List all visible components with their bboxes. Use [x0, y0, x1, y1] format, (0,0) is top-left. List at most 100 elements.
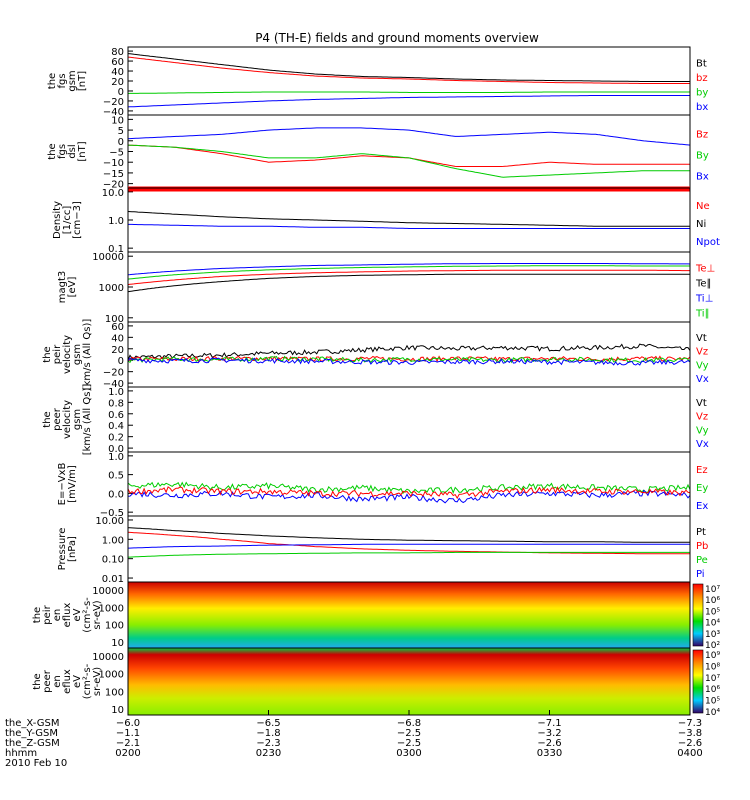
ytick-labels: 1.00.80.60.40.20.0 — [108, 387, 133, 455]
series-group — [127, 527, 690, 558]
xaxis-value: −6.0 — [116, 718, 140, 729]
xaxis-value: −2.6 — [678, 738, 702, 749]
panel-frame — [127, 114, 691, 189]
xaxis-value: −2.3 — [256, 738, 280, 749]
ytick-label: 10000 — [92, 652, 124, 663]
ytick-label: −5 — [109, 148, 124, 159]
panel-frame — [127, 321, 691, 388]
series-group — [127, 343, 691, 366]
xaxis-row-label: the_X-GSM — [5, 718, 59, 729]
legend-entry: Ni — [696, 219, 706, 230]
xaxis-value: −3.8 — [678, 728, 702, 739]
legend-entry: Vy — [696, 360, 709, 371]
legend-entry: Ti∥ — [695, 309, 710, 320]
legend-entry: Npot — [696, 237, 720, 248]
series-line-vt — [127, 343, 691, 360]
legend-entry: Vx — [696, 439, 709, 450]
series-line-ni — [127, 211, 690, 227]
panel-ylabel: Pressure [nPa] — [57, 528, 78, 571]
legend-entry: Ti⊥ — [695, 294, 713, 305]
ytick-label: 80 — [111, 47, 124, 58]
panel-ylabel: E=−VxB [mV/m] — [57, 463, 78, 506]
ylabel-line: gsm — [67, 70, 78, 91]
series-line-npot — [128, 223, 690, 229]
panel-ylabel: the peir en eflux eV (cm²-s-sr-eV) — [32, 597, 103, 633]
xaxis-value: −6.5 — [256, 718, 280, 729]
ylabel-line: gsm — [72, 344, 83, 365]
colorbar — [692, 583, 704, 647]
ylabel-line: (cm²-s- — [82, 663, 93, 699]
series-line-te∥ — [127, 273, 690, 293]
legend-entry: Vx — [696, 374, 709, 385]
legend: Vt Vz Vy Vx — [696, 333, 709, 385]
ylabel-line: the — [42, 346, 53, 362]
series-group — [127, 263, 691, 293]
ytick-label: 100 — [105, 687, 124, 698]
ytick-label: 100 — [105, 314, 124, 325]
ytick-label: 0.0 — [108, 444, 124, 455]
legend-entry: By — [696, 151, 709, 162]
colorbar — [692, 649, 704, 714]
series-line-ti∥ — [127, 265, 690, 280]
legend-entry: Bx — [696, 172, 709, 183]
ylabel-line: [cm−3] — [72, 201, 83, 239]
colorbar-tick: 10⁷ — [705, 585, 720, 595]
ylabel-line: peir — [42, 604, 53, 624]
panel-frame — [127, 386, 691, 453]
legend-entry: Vt — [696, 333, 707, 344]
legend-entry: Pi — [696, 569, 705, 580]
ytick-label: −10 — [103, 158, 124, 169]
series-line-bz — [127, 56, 690, 84]
legend-entry: Bz — [696, 130, 708, 141]
series-line-ex — [127, 489, 691, 504]
panel-ylabel: the fgs dsl [nT] — [47, 141, 88, 161]
ylabel-line: fgs — [57, 73, 68, 88]
ylabel-line: dsl — [67, 144, 78, 158]
xaxis-row-label: hhmm — [5, 748, 37, 759]
ylabel-line: sr-eV) — [92, 667, 103, 696]
panel-ylabel: the peir velocity gsm [km/s (All Qs)] — [42, 319, 93, 391]
legend: Bz By Bx — [696, 130, 709, 183]
spectrogram — [128, 648, 690, 715]
legend: Ez Ey Ex — [696, 465, 708, 512]
series-line-pe — [128, 551, 690, 558]
panel-peir_velocity: the peir velocity gsm [km/s (All Qs)] 6040200… — [42, 319, 709, 391]
panel-ylabel: magt3 [eV] — [57, 271, 78, 304]
ytick-label: 10.0 — [102, 188, 124, 199]
xaxis-value: 0200 — [115, 748, 140, 759]
ytick-label: 0 — [118, 137, 124, 148]
ylabel-line: [nPa] — [67, 536, 78, 562]
legend-entry: Vz — [696, 347, 708, 358]
panel-efield: E=−VxB [mV/m] 1.0 0.5 0.0 −0.5 Ez Ey Ex — [57, 451, 708, 519]
legend-entry: Ne — [696, 201, 710, 212]
ylabel-line: peir — [52, 344, 63, 364]
xaxis-row-label: the_Z-GSM — [5, 738, 60, 749]
ylabel-line: en — [52, 609, 63, 622]
ylabel-line: en — [52, 675, 63, 688]
legend-entry: by — [696, 87, 708, 98]
xaxis-value: 0400 — [677, 748, 702, 759]
colorbar-tick: 10⁴ — [705, 708, 720, 718]
legend-entry: Ex — [696, 501, 708, 512]
legend: Vt Vz Vy Vx — [696, 398, 709, 450]
ytick-label: 0.10 — [102, 555, 124, 566]
panel-ylabel: the peer velocity gsm [km/s (All Qs)] — [42, 384, 93, 456]
ylabel-line: the — [32, 673, 43, 689]
series-line-bt — [127, 53, 690, 82]
panel-peer_spec: the peer en eflux eV (cm²-s-sr-eV)10000100010… — [32, 647, 720, 718]
panel-frame — [127, 187, 691, 253]
series-group — [127, 481, 691, 504]
legend-entry: Pb — [696, 541, 708, 552]
ytick-label: 0.1 — [108, 244, 124, 255]
series-line-pi — [128, 543, 690, 549]
ytick-label: 1.0 — [108, 452, 124, 463]
ylabel-line: E=−VxB — [57, 463, 68, 506]
ytick-label: 10000 — [92, 586, 124, 597]
ylabel-line: [eV] — [67, 277, 78, 298]
legend-entry: Te∥ — [695, 279, 712, 290]
colorbar-tick: 10⁸ — [705, 662, 720, 672]
